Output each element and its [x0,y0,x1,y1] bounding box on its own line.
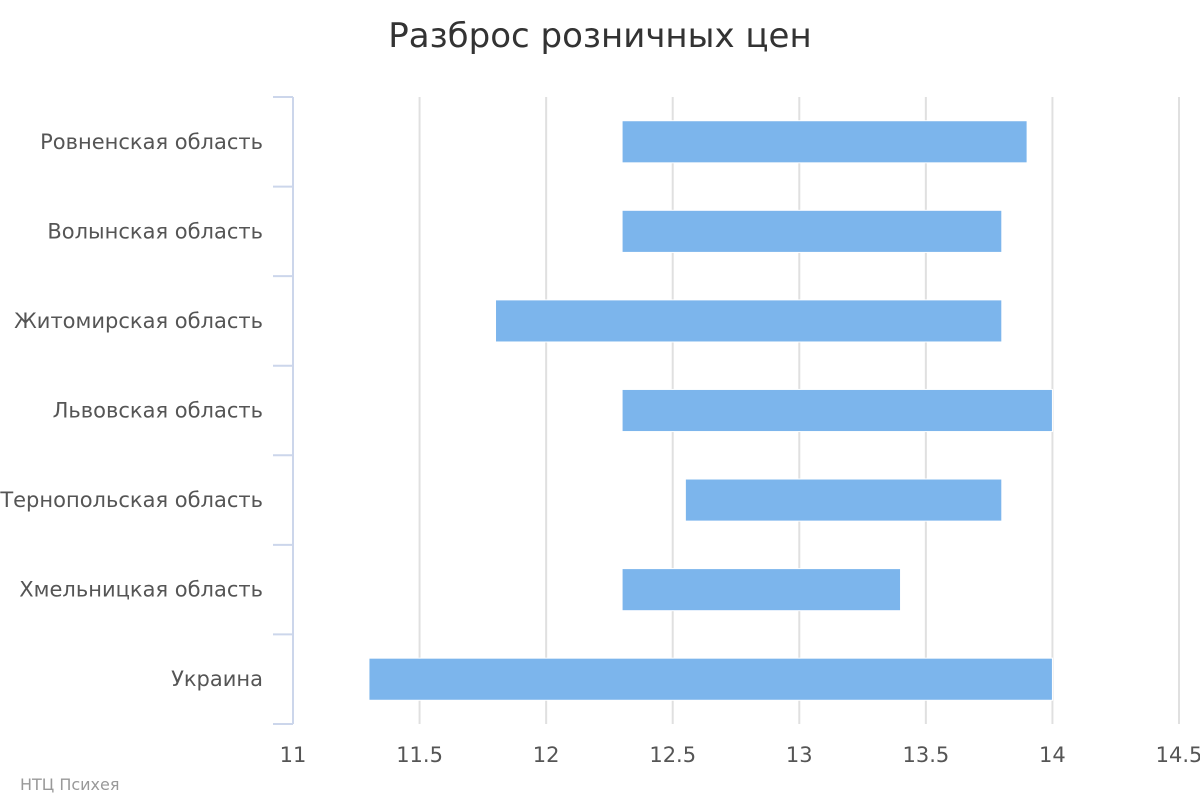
x-tick-label: 13.5 [902,743,949,767]
credit-label[interactable]: НТЦ Психея [20,775,119,794]
x-tick-label: 11.5 [396,743,443,767]
range-bar[interactable] [621,388,1053,433]
category-label: Львовская область [53,399,263,423]
category-label: Хмельницкая область [19,578,263,602]
x-tick-labels: 11 11.5 12 12.5 13 13.5 14 14.5 [280,743,1200,767]
category-label: Ровненская область [40,130,263,154]
bars [368,120,1053,701]
range-bar[interactable] [621,568,902,612]
category-label: Житомирская область [14,309,263,333]
range-bar[interactable] [684,478,1003,522]
chart-title: Разброс розничных цен [388,16,811,56]
x-tick-label: 13 [786,743,813,767]
range-bar[interactable] [621,209,1003,253]
x-tick-label: 14.5 [1156,743,1200,767]
category-labels: Ровненская область Волынская область Житом… [0,130,263,691]
x-tick-label: 14 [1039,743,1066,767]
x-tick-label: 12.5 [649,743,696,767]
y-axis [273,96,294,725]
x-tick-label: 12 [533,743,560,767]
range-bar[interactable] [621,120,1028,164]
category-label: Волынская область [47,219,263,243]
x-tick-label: 11 [280,743,307,767]
category-label: Тернопольская область [0,488,263,512]
range-bar[interactable] [368,657,1053,701]
category-label: Украина [171,667,263,691]
range-bar[interactable] [495,299,1003,343]
